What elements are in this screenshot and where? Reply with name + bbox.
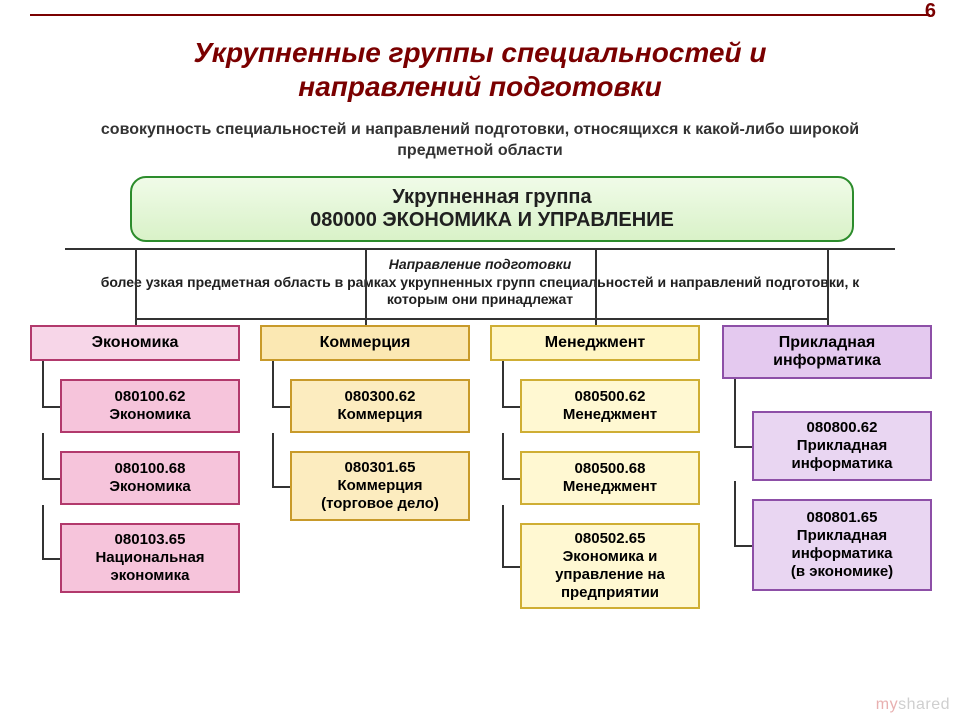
group-line2: 080000 ЭКОНОМИКА И УПРАВЛЕНИЕ [142,209,842,232]
direction-caption-title: Направление подготовки [389,256,572,272]
branch-header: Прикладная информатика [722,325,932,379]
connector [42,478,60,480]
branch-item: 080502.65 Экономика и управление на пред… [520,523,700,609]
connector [365,248,367,318]
branch-header: Менеджмент [490,325,700,361]
connector [42,433,44,479]
branch-item: 080301.65 Коммерция (торговое дело) [290,451,470,521]
watermark: myshared [876,696,950,714]
page-number: 6 [925,0,936,23]
connector [734,446,752,448]
branch-header: Коммерция [260,325,470,361]
connector [365,318,367,325]
connector [734,379,736,391]
connector [42,361,44,373]
connector [502,361,504,373]
branch-item: 080300.62 Коммерция [290,379,470,433]
connector [595,248,597,318]
subtitle: совокупность специальностей и направлени… [60,120,900,162]
connector [135,248,137,318]
connector [502,433,504,479]
connector [272,433,274,487]
watermark-part1: my [876,696,898,713]
connector-top-hline [65,248,895,250]
connector [502,478,520,480]
group-header-box: Укрупненная группа 080000 ЭКОНОМИКА И УП… [130,176,854,242]
connector [502,373,504,407]
top-rule [30,14,930,16]
direction-caption: Направление подготовки более узкая предм… [80,256,880,309]
connector [502,505,504,567]
connector [502,406,520,408]
title-line1: Укрупненные группы специальностей и [194,37,767,68]
connector [734,545,752,547]
branch-item: 080100.62 Экономика [60,379,240,433]
page-title: Укрупненные группы специальностей и напр… [0,36,960,103]
connector [135,318,829,320]
connector [734,391,736,447]
connector [42,505,44,559]
branch-item: 080801.65 Прикладная информатика (в экон… [752,499,932,591]
connector [827,318,829,325]
branch-item: 080500.68 Менеджмент [520,451,700,505]
branch-header: Экономика [30,325,240,361]
branch-item: 080103.65 Национальная экономика [60,523,240,593]
branch-item: 080800.62 Прикладная информатика [752,411,932,481]
connector [595,318,597,325]
connector [42,558,60,560]
title-line2: направлений подготовки [298,71,661,102]
direction-caption-body: более узкая предметная область в рамках … [101,274,860,308]
connector [734,481,736,546]
connector [135,318,137,325]
connector [42,406,60,408]
group-line1: Укрупненная группа [142,186,842,209]
branch-item: 080100.68 Экономика [60,451,240,505]
connector [272,406,290,408]
connector [272,373,274,407]
connector [502,566,520,568]
connector [272,486,290,488]
connector [827,248,829,318]
watermark-part2: shared [898,696,950,713]
connector [272,361,274,373]
branch-item: 080500.62 Менеджмент [520,379,700,433]
connector [42,373,44,407]
